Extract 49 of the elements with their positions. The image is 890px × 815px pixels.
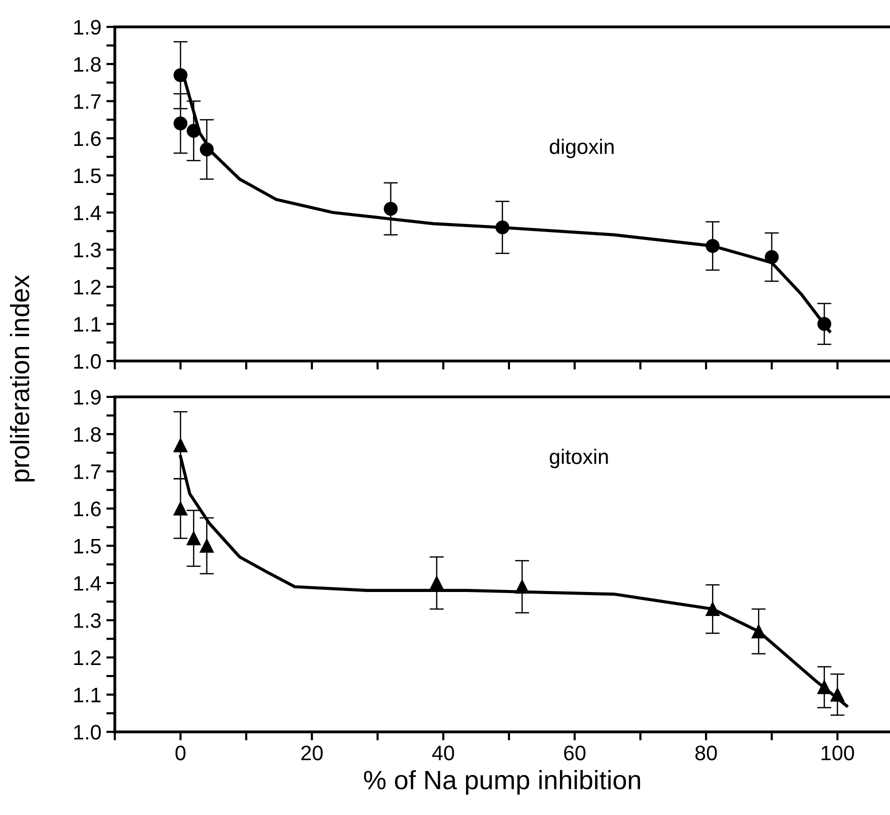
point — [200, 538, 214, 553]
y-tick-label: 1.5 — [74, 168, 101, 184]
y-tick-label: 1.4 — [74, 206, 102, 220]
point — [515, 580, 530, 594]
x-tick-label: 100 — [822, 746, 854, 760]
y-tick-label: 1.2 — [74, 280, 101, 294]
y-tick-label: 1.7 — [74, 94, 101, 109]
y-tick-label: 1.6 — [74, 131, 101, 146]
y-tick-label: 1.8 — [74, 57, 101, 72]
y-tick-label: 1.9 — [74, 20, 101, 35]
y-tick-label: 1.7 — [74, 464, 101, 479]
x-tick-label: 80 — [695, 746, 717, 760]
point — [174, 116, 188, 130]
y-tick-label: 1.1 — [74, 688, 101, 702]
y-tick-label: 1.3 — [74, 613, 101, 628]
annotation: gitoxin — [550, 448, 608, 468]
x-tick-label: 40 — [432, 746, 454, 760]
y-tick-label: 1.2 — [74, 650, 101, 665]
y-tick-label: 1.9 — [74, 390, 101, 405]
x-tick-label: 0 — [176, 746, 186, 760]
point — [817, 680, 832, 694]
point — [186, 531, 201, 546]
x-axis-title: % of Na pump inhibition — [364, 770, 640, 795]
point — [752, 624, 766, 638]
y-tick-label: 1.8 — [74, 427, 101, 442]
x-tick-label: 20 — [301, 746, 323, 760]
y-axis-title: proliferation index — [10, 275, 35, 482]
point — [495, 220, 510, 234]
y-tick-label: 1.0 — [74, 354, 101, 369]
y-tick-label: 1.6 — [74, 502, 101, 516]
point — [706, 239, 720, 253]
x-tick-label: 60 — [564, 746, 586, 760]
point — [817, 316, 832, 331]
y-tick-label: 1.5 — [74, 538, 101, 554]
point — [174, 502, 188, 516]
point — [186, 124, 201, 138]
y-tick-label: 1.0 — [74, 724, 101, 740]
annotation: digoxin — [550, 138, 614, 158]
point — [430, 576, 444, 590]
y-tick-label: 1.1 — [74, 317, 101, 332]
y-tick-label: 1.3 — [74, 242, 101, 258]
point — [706, 602, 720, 616]
point — [174, 438, 188, 452]
point — [830, 688, 844, 702]
point — [200, 142, 214, 156]
point — [174, 68, 188, 82]
point — [384, 202, 398, 216]
y-tick-label: 1.4 — [74, 576, 102, 591]
point — [764, 250, 779, 264]
